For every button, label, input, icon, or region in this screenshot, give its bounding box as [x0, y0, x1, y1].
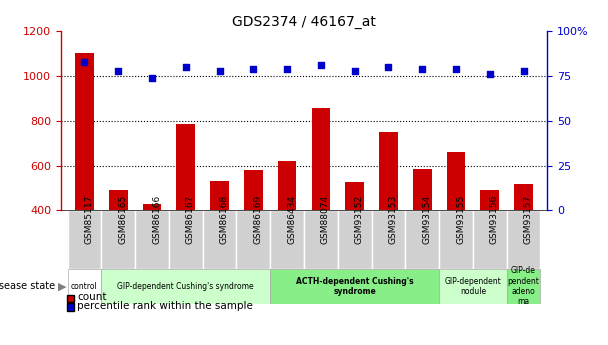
FancyBboxPatch shape — [506, 269, 541, 304]
Point — [384, 64, 393, 70]
Text: GSM93155: GSM93155 — [456, 195, 465, 244]
FancyBboxPatch shape — [67, 210, 102, 269]
Bar — [75, 53, 94, 210]
Text: GSM85117: GSM85117 — [85, 195, 94, 244]
Title: GDS2374 / 46167_at: GDS2374 / 46167_at — [232, 14, 376, 29]
Bar — [244, 170, 263, 210]
Point — [181, 64, 191, 70]
Bar — [311, 108, 330, 210]
FancyBboxPatch shape — [102, 269, 270, 304]
Bar — [379, 132, 398, 210]
FancyBboxPatch shape — [371, 210, 406, 269]
FancyBboxPatch shape — [67, 269, 102, 304]
Text: GIP-dependent Cushing's syndrome: GIP-dependent Cushing's syndrome — [117, 282, 254, 291]
Bar — [210, 181, 229, 210]
Text: GIP-de
pendent
adeno
ma: GIP-de pendent adeno ma — [508, 266, 539, 306]
Point — [417, 66, 427, 71]
Bar — [514, 184, 533, 210]
Bar — [278, 161, 296, 210]
Text: GSM86169: GSM86169 — [254, 195, 262, 244]
FancyBboxPatch shape — [169, 210, 202, 269]
Text: disease state: disease state — [0, 282, 58, 291]
Text: GSM86167: GSM86167 — [186, 195, 195, 244]
FancyBboxPatch shape — [406, 210, 439, 269]
Text: GSM86166: GSM86166 — [152, 195, 161, 244]
Text: GSM88074: GSM88074 — [321, 195, 330, 244]
Bar — [109, 190, 128, 210]
Text: GSM93153: GSM93153 — [389, 195, 398, 244]
FancyBboxPatch shape — [439, 269, 506, 304]
FancyBboxPatch shape — [135, 210, 169, 269]
Text: control: control — [71, 282, 98, 291]
FancyBboxPatch shape — [270, 269, 439, 304]
Point — [519, 68, 528, 73]
Point — [147, 75, 157, 80]
Text: count: count — [77, 293, 107, 302]
FancyBboxPatch shape — [338, 210, 371, 269]
Text: GSM93157: GSM93157 — [523, 195, 533, 244]
Bar — [447, 152, 465, 210]
Point — [113, 68, 123, 73]
Text: ACTH-dependent Cushing's
syndrome: ACTH-dependent Cushing's syndrome — [296, 277, 413, 296]
Point — [215, 68, 224, 73]
Point — [282, 66, 292, 71]
FancyBboxPatch shape — [202, 210, 237, 269]
Text: GIP-dependent
nodule: GIP-dependent nodule — [444, 277, 501, 296]
Bar — [176, 124, 195, 210]
FancyBboxPatch shape — [506, 210, 541, 269]
Point — [451, 66, 461, 71]
Bar — [143, 204, 161, 210]
Text: GSM86434: GSM86434 — [287, 195, 296, 244]
Point — [350, 68, 359, 73]
Point — [249, 66, 258, 71]
Text: GSM93152: GSM93152 — [354, 195, 364, 244]
Point — [80, 59, 89, 64]
Point — [485, 71, 495, 77]
Text: GSM93154: GSM93154 — [422, 195, 431, 244]
Text: ▶: ▶ — [58, 282, 66, 291]
Text: GSM86168: GSM86168 — [219, 195, 229, 244]
Bar — [345, 183, 364, 210]
FancyBboxPatch shape — [304, 210, 338, 269]
FancyBboxPatch shape — [439, 210, 473, 269]
Bar — [413, 169, 432, 210]
Text: GSM86165: GSM86165 — [118, 195, 127, 244]
Text: percentile rank within the sample: percentile rank within the sample — [77, 301, 253, 311]
FancyBboxPatch shape — [237, 210, 270, 269]
Text: GSM93156: GSM93156 — [490, 195, 499, 244]
Bar — [480, 190, 499, 210]
Point — [316, 62, 326, 68]
FancyBboxPatch shape — [102, 210, 135, 269]
FancyBboxPatch shape — [270, 210, 304, 269]
FancyBboxPatch shape — [473, 210, 506, 269]
